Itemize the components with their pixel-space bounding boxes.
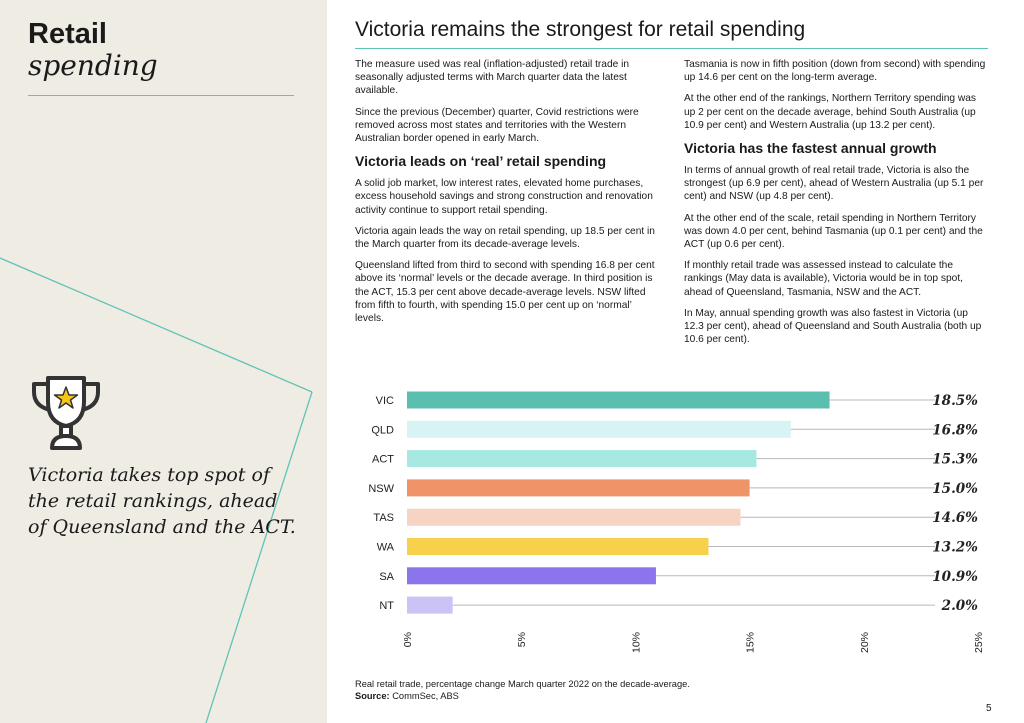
- caption-text: Real retail trade, percentage change Mar…: [355, 679, 690, 689]
- chart-caption: Real retail trade, percentage change Mar…: [355, 679, 690, 702]
- category-label: TAS: [373, 512, 394, 524]
- paragraph: In May, annual spending growth was also …: [684, 307, 982, 346]
- sidebar-divider: [28, 95, 294, 96]
- bar-chart-svg: VIC 18.5% QLD 16.8% ACT 15.3% NSW 15.0% TAS 14.6%…: [368, 391, 985, 653]
- value-label: 13.2%: [932, 540, 978, 556]
- category-label: SA: [379, 571, 394, 583]
- category-label: WA: [377, 542, 395, 554]
- paragraph: Since the previous (December) quarter, C…: [355, 106, 639, 145]
- text-column-left: The measure used was real (inflation-adj…: [355, 58, 660, 333]
- x-tick-label: 20%: [859, 632, 871, 653]
- sidebar: Retail spending Victoria takes top spot …: [0, 0, 327, 723]
- bar-vic: [407, 391, 830, 409]
- x-tick-label: 15%: [745, 632, 757, 653]
- trophy-icon: [28, 372, 104, 457]
- category-label: QLD: [371, 424, 394, 436]
- x-tick-label: 5%: [516, 632, 528, 647]
- value-label: 15.0%: [932, 481, 978, 497]
- paragraph: Victoria again leads the way on retail s…: [355, 225, 655, 251]
- text-column-right: Tasmania is now in fifth position (down …: [684, 58, 989, 354]
- bar-qld: [407, 420, 791, 438]
- value-label: 16.8%: [932, 422, 978, 438]
- paragraph: If monthly retail trade was assessed ins…: [684, 260, 963, 298]
- bar-wa: [407, 538, 709, 555]
- x-tick-label: 10%: [630, 632, 642, 653]
- value-label: 18.5%: [932, 393, 978, 409]
- page-title: Victoria remains the strongest for retai…: [355, 18, 806, 41]
- section-heading: Victoria leads on ‘real’ retail spending: [355, 153, 607, 170]
- sidebar-quote: Victoria takes top spot of the retail ra…: [28, 464, 296, 538]
- paragraph: Queensland lifted from third to second w…: [355, 260, 655, 325]
- decorative-lines: [0, 257, 313, 723]
- bar-sa: [407, 567, 656, 585]
- x-tick-label: 0%: [402, 632, 414, 647]
- category-label: VIC: [376, 395, 394, 407]
- sidebar-title-line1: Retail: [28, 18, 107, 50]
- category-label: NSW: [368, 483, 394, 495]
- category-label: NT: [379, 600, 394, 612]
- value-label: 10.9%: [932, 569, 978, 585]
- source-label: Source:: [355, 690, 390, 701]
- paragraph: At the other end of the scale, retail sp…: [684, 212, 983, 251]
- bar-tas: [407, 508, 741, 526]
- bar-chart: VIC 18.5% QLD 16.8% ACT 15.3% NSW 15.0% TAS 14.6%…: [340, 385, 1000, 675]
- caption-source: Source: CommSec, ABS: [355, 691, 690, 703]
- source-value: CommSec, ABS: [389, 690, 459, 701]
- bar-nt: [407, 596, 453, 614]
- value-label: 2.0%: [941, 598, 978, 614]
- paragraph: At the other end of the rankings, Northe…: [684, 93, 977, 131]
- page-number: 5: [986, 703, 992, 714]
- paragraph: The measure used was real (inflation-adj…: [355, 59, 630, 97]
- bar-act: [407, 450, 757, 468]
- sidebar-title: Retail spending: [28, 18, 158, 82]
- paragraph: In terms of annual growth of real retail…: [684, 165, 984, 203]
- paragraph: A solid job market, low interest rates, …: [355, 178, 653, 216]
- section-heading: Victoria has the fastest annual growth: [684, 140, 937, 157]
- x-tick-label: 25%: [973, 632, 985, 653]
- title-divider: [355, 48, 988, 49]
- value-label: 15.3%: [932, 452, 978, 468]
- category-label: ACT: [372, 454, 394, 466]
- paragraph: Tasmania is now in fifth position (down …: [684, 59, 986, 84]
- sidebar-title-line2: spending: [28, 49, 158, 82]
- value-label: 14.6%: [932, 510, 978, 526]
- bar-nsw: [407, 479, 750, 497]
